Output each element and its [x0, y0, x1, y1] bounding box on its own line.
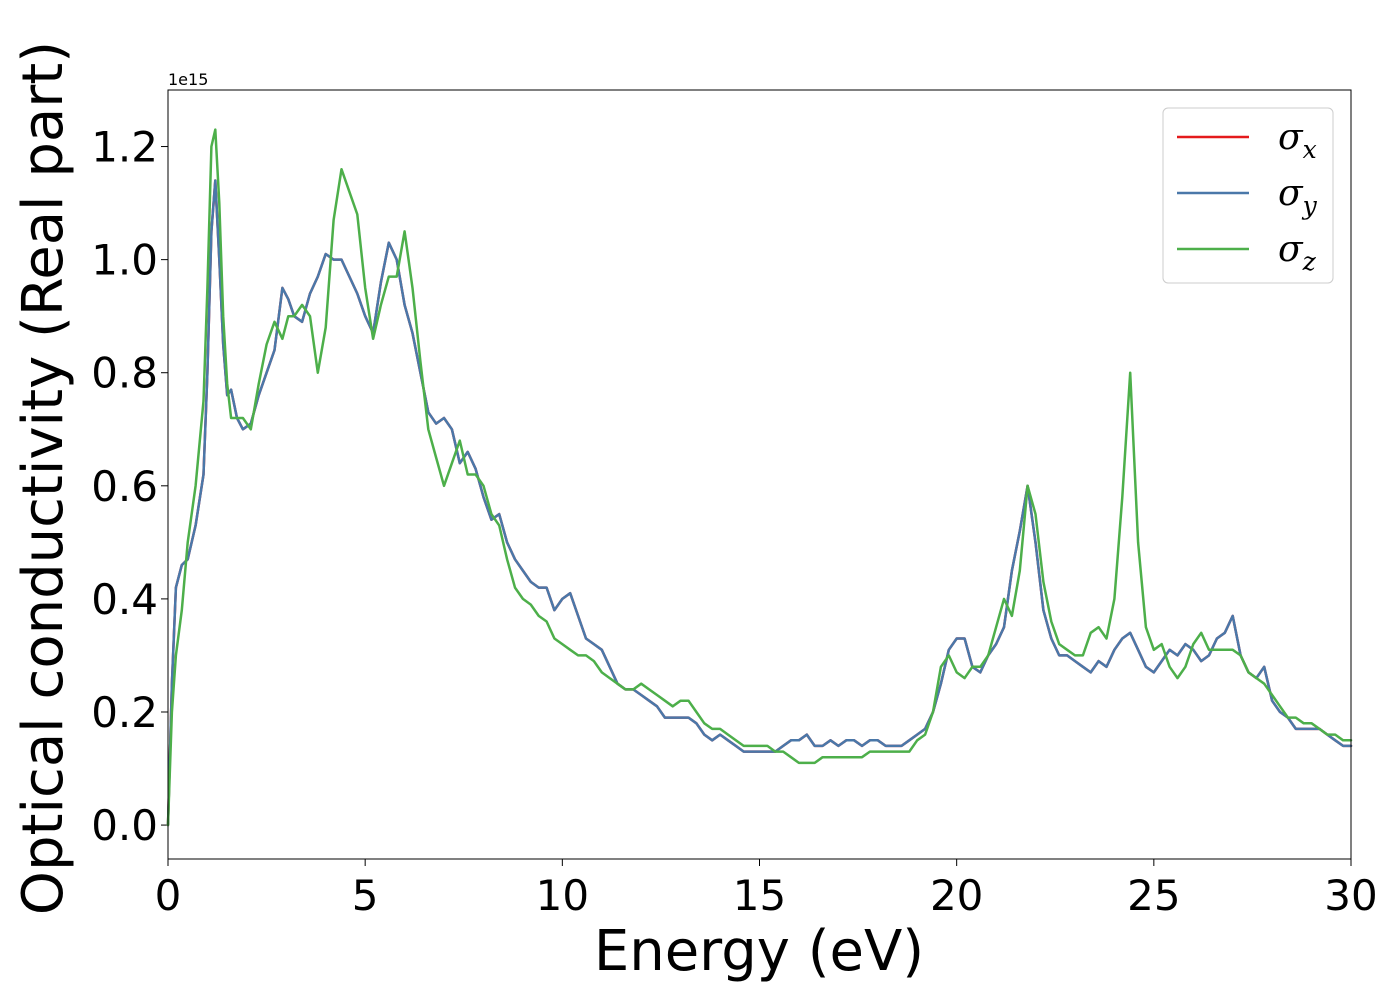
legend-symbol: σ [1278, 229, 1304, 270]
x-tick-label: 0 [155, 871, 182, 920]
y-tick-label: 1.2 [91, 123, 158, 172]
x-tick-label: 15 [733, 871, 786, 920]
y-tick-label: 0.6 [91, 462, 158, 511]
legend-label-y: σy [1278, 173, 1318, 220]
y-tick-label: 0.2 [91, 688, 158, 737]
legend-label-z: σz [1278, 229, 1317, 276]
legend-box [1162, 107, 1334, 284]
series-lines [166, 128, 1353, 827]
legend-subscript: x [1303, 135, 1317, 164]
x-tick-label: 25 [1127, 871, 1180, 920]
legend-label-x: σx [1278, 117, 1317, 164]
y-axis-label: Optical conductivity (Real part) [11, 41, 76, 915]
y-tick-label: 0.4 [91, 575, 158, 624]
y-tick-label: 0.8 [91, 349, 158, 398]
x-tick-label: 10 [536, 871, 589, 920]
legend-subscript: y [1302, 191, 1318, 220]
series-line-z [166, 128, 1353, 827]
axis-ticks: 0 5 10 15 20 25 30 0.0 0.2 0.4 0.6 0.8 1.0 1.2 [91, 123, 1378, 920]
legend-symbol: σ [1278, 117, 1304, 158]
y-offset-label: 1e15 [168, 70, 208, 89]
legend-subscript: z [1302, 247, 1317, 276]
series-line-y [166, 179, 1353, 827]
y-tick-label: 1.0 [91, 236, 158, 285]
x-tick-label: 20 [930, 871, 983, 920]
plot-frame [167, 89, 1352, 860]
legend-symbol: σ [1278, 173, 1304, 214]
y-tick-label: 0.0 [91, 801, 158, 850]
plot-area [168, 90, 1351, 859]
x-axis-label: Energy (eV) [594, 919, 924, 984]
x-tick-label: 30 [1324, 871, 1377, 920]
x-tick-label: 5 [352, 871, 379, 920]
